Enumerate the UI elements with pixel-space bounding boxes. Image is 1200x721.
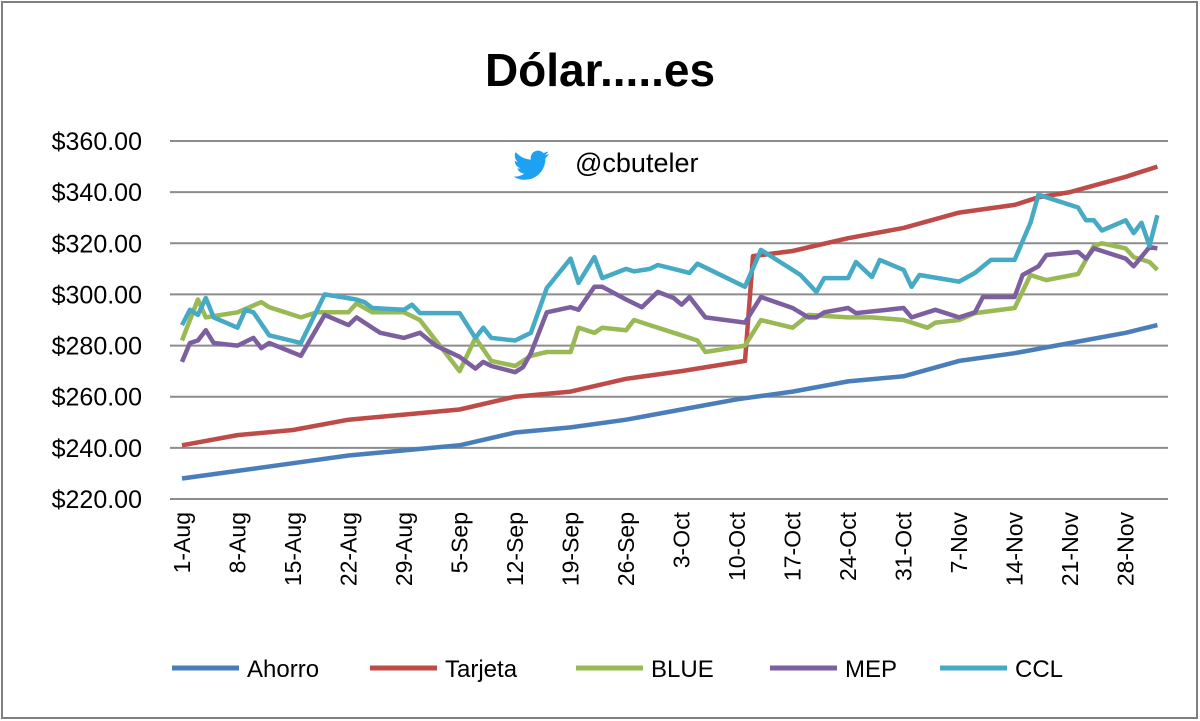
- y-tick-label: $280.00: [52, 333, 142, 361]
- y-tick-label: $240.00: [52, 435, 142, 463]
- series-line-tarjeta: [181, 164, 1159, 448]
- series-line-ahorro: [181, 322, 1158, 481]
- chart-title: Dólar.....es: [485, 44, 715, 96]
- x-tick-label: 26-Sep: [613, 512, 639, 586]
- series-line-mep: [179, 244, 1158, 375]
- legend-label: MEP: [845, 656, 897, 683]
- x-tick-label: 12-Sep: [502, 512, 528, 586]
- legend-label: Ahorro: [247, 656, 319, 683]
- legend-label: CCL: [1015, 656, 1063, 683]
- series-line-blue: [179, 241, 1159, 374]
- legend-item-ahorro: Ahorro: [172, 656, 319, 683]
- legend-item-tarjeta: Tarjeta: [370, 656, 518, 683]
- x-tick-label: 29-Aug: [391, 512, 417, 586]
- x-tick-label: 15-Aug: [280, 512, 306, 586]
- x-tick-label: 8-Aug: [225, 512, 251, 573]
- legend-label: Tarjeta: [445, 656, 518, 683]
- x-tick-label: 7-Nov: [946, 512, 972, 574]
- y-tick-label: $300.00: [52, 281, 142, 309]
- twitter-bird-icon: [513, 150, 549, 180]
- y-tick-label: $220.00: [52, 486, 142, 514]
- y-tick-label: $320.00: [52, 230, 142, 258]
- y-tick-label: $340.00: [52, 179, 142, 207]
- legend-item-blue: BLUE: [576, 656, 714, 683]
- y-tick-label: $360.00: [52, 128, 142, 156]
- legend-item-ccl: CCL: [940, 656, 1063, 683]
- x-tick-label: 19-Sep: [558, 512, 584, 586]
- x-tick-label: 5-Sep: [447, 512, 473, 573]
- series-line-ccl: [180, 192, 1160, 346]
- x-tick-label: 31-Oct: [891, 511, 917, 581]
- x-tick-label: 21-Nov: [1057, 512, 1083, 587]
- x-tick-label: 24-Oct: [835, 511, 861, 581]
- x-tick-label: 1-Aug: [169, 512, 195, 573]
- x-tick-label: 28-Nov: [1113, 512, 1139, 587]
- twitter-handle: @cbuteler: [575, 148, 698, 178]
- x-tick-label: 14-Nov: [1002, 512, 1028, 587]
- legend-item-mep: MEP: [770, 656, 897, 683]
- x-tick-label: 22-Aug: [336, 512, 362, 586]
- x-tick-label: 17-Oct: [780, 511, 806, 581]
- y-tick-label: $260.00: [52, 384, 142, 412]
- legend-label: BLUE: [651, 656, 714, 683]
- x-tick-label: 10-Oct: [724, 511, 750, 581]
- x-tick-label: 3-Oct: [669, 511, 695, 568]
